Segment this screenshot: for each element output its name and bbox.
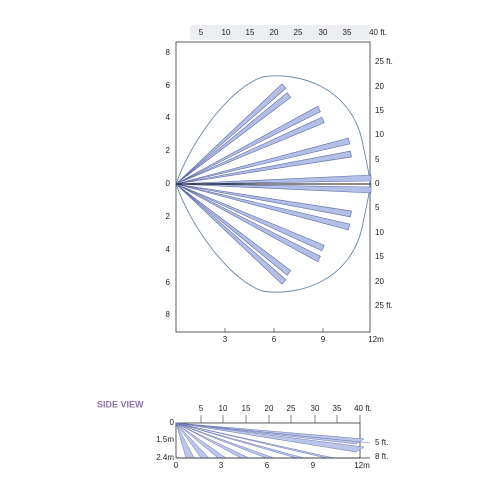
right-axis-label: 25 ft. xyxy=(375,57,393,66)
side-bottom-axis-label: 6 xyxy=(265,461,270,470)
top-axis-label: 5 xyxy=(199,28,204,37)
top-axis-label: 30 xyxy=(319,28,328,37)
beam xyxy=(175,183,351,231)
top-axis-label: 25 xyxy=(294,28,303,37)
right-axis-label: 20 xyxy=(375,277,384,286)
right-axis-label: 25 ft. xyxy=(375,301,393,310)
side-beams xyxy=(175,422,371,459)
side-top-axis-label: 10 xyxy=(219,404,228,413)
left-axis-label: 0 xyxy=(166,179,171,188)
top-axis-label: 40 ft. xyxy=(369,28,387,37)
left-axis-label: 6 xyxy=(166,278,171,287)
side-right-axis-label: 5 ft. xyxy=(375,438,388,447)
right-axis-label: 10 xyxy=(375,130,384,139)
left-axis-label: 2 xyxy=(166,146,171,155)
top-axis-label: 35 xyxy=(343,28,352,37)
top-axis-label: 20 xyxy=(270,28,279,37)
beam xyxy=(175,183,287,285)
bottom-axis-label: 12m xyxy=(368,335,384,344)
right-axis-label: 15 xyxy=(375,106,384,115)
beams xyxy=(175,83,372,285)
beam xyxy=(175,83,287,185)
side-top-axis-label: 5 xyxy=(199,404,204,413)
beam xyxy=(175,183,352,218)
side-bottom-axis-label: 0 xyxy=(174,461,179,470)
side-bottom-axis-label: 9 xyxy=(311,461,316,470)
top-axis-band xyxy=(190,25,370,40)
side-left-axis-label: 1.5m xyxy=(156,435,174,444)
side-bottom-axis-label: 12m xyxy=(354,461,370,470)
side-top-axis-label: 30 xyxy=(311,404,320,413)
beam xyxy=(175,174,372,185)
right-axis-label: 0 xyxy=(375,179,380,188)
left-axis-label: 4 xyxy=(166,113,171,122)
right-axis-label: 15 xyxy=(375,252,384,261)
side-view-title: SIDE VIEW xyxy=(97,399,144,409)
side-top-axis-label: 35 xyxy=(333,404,342,413)
left-axis-label: 8 xyxy=(166,310,171,319)
beam xyxy=(175,150,352,185)
side-top-axis-label: 25 xyxy=(287,404,296,413)
side-top-axis-label: 40 ft. xyxy=(354,404,372,413)
beam xyxy=(175,183,292,276)
right-axis-label: 10 xyxy=(375,228,384,237)
bottom-axis-label: 9 xyxy=(321,335,326,344)
coverage-outline xyxy=(175,75,372,293)
side-bottom-axis-label: 3 xyxy=(219,461,224,470)
left-axis-label: 4 xyxy=(166,245,171,254)
side-top-axis-label: 15 xyxy=(242,404,251,413)
side-beam xyxy=(175,422,365,453)
right-axis-label: 20 xyxy=(375,82,384,91)
beam xyxy=(175,92,292,185)
side-beam xyxy=(175,422,365,445)
beam xyxy=(175,183,321,263)
beam xyxy=(175,183,372,194)
beam xyxy=(175,116,325,185)
beam xyxy=(175,105,321,185)
side-right-axis-label: 8 ft. xyxy=(375,452,388,461)
bottom-axis-label: 3 xyxy=(223,335,228,344)
beam xyxy=(175,183,325,252)
side-beam-line xyxy=(175,422,371,444)
top-axis-label: 15 xyxy=(246,28,255,37)
left-axis-label: 8 xyxy=(166,48,171,57)
side-top-axis-label: 20 xyxy=(265,404,274,413)
right-axis-label: 5 xyxy=(375,155,380,164)
top-axis-label: 10 xyxy=(222,28,231,37)
right-axis-label: 5 xyxy=(375,203,380,212)
left-axis-label: 6 xyxy=(166,81,171,90)
bottom-axis-label: 6 xyxy=(272,335,277,344)
side-left-axis-label: 2.4m xyxy=(156,453,174,462)
side-left-axis-label: 0 xyxy=(170,418,175,427)
beam xyxy=(175,137,351,185)
left-axis-label: 2 xyxy=(166,212,171,221)
